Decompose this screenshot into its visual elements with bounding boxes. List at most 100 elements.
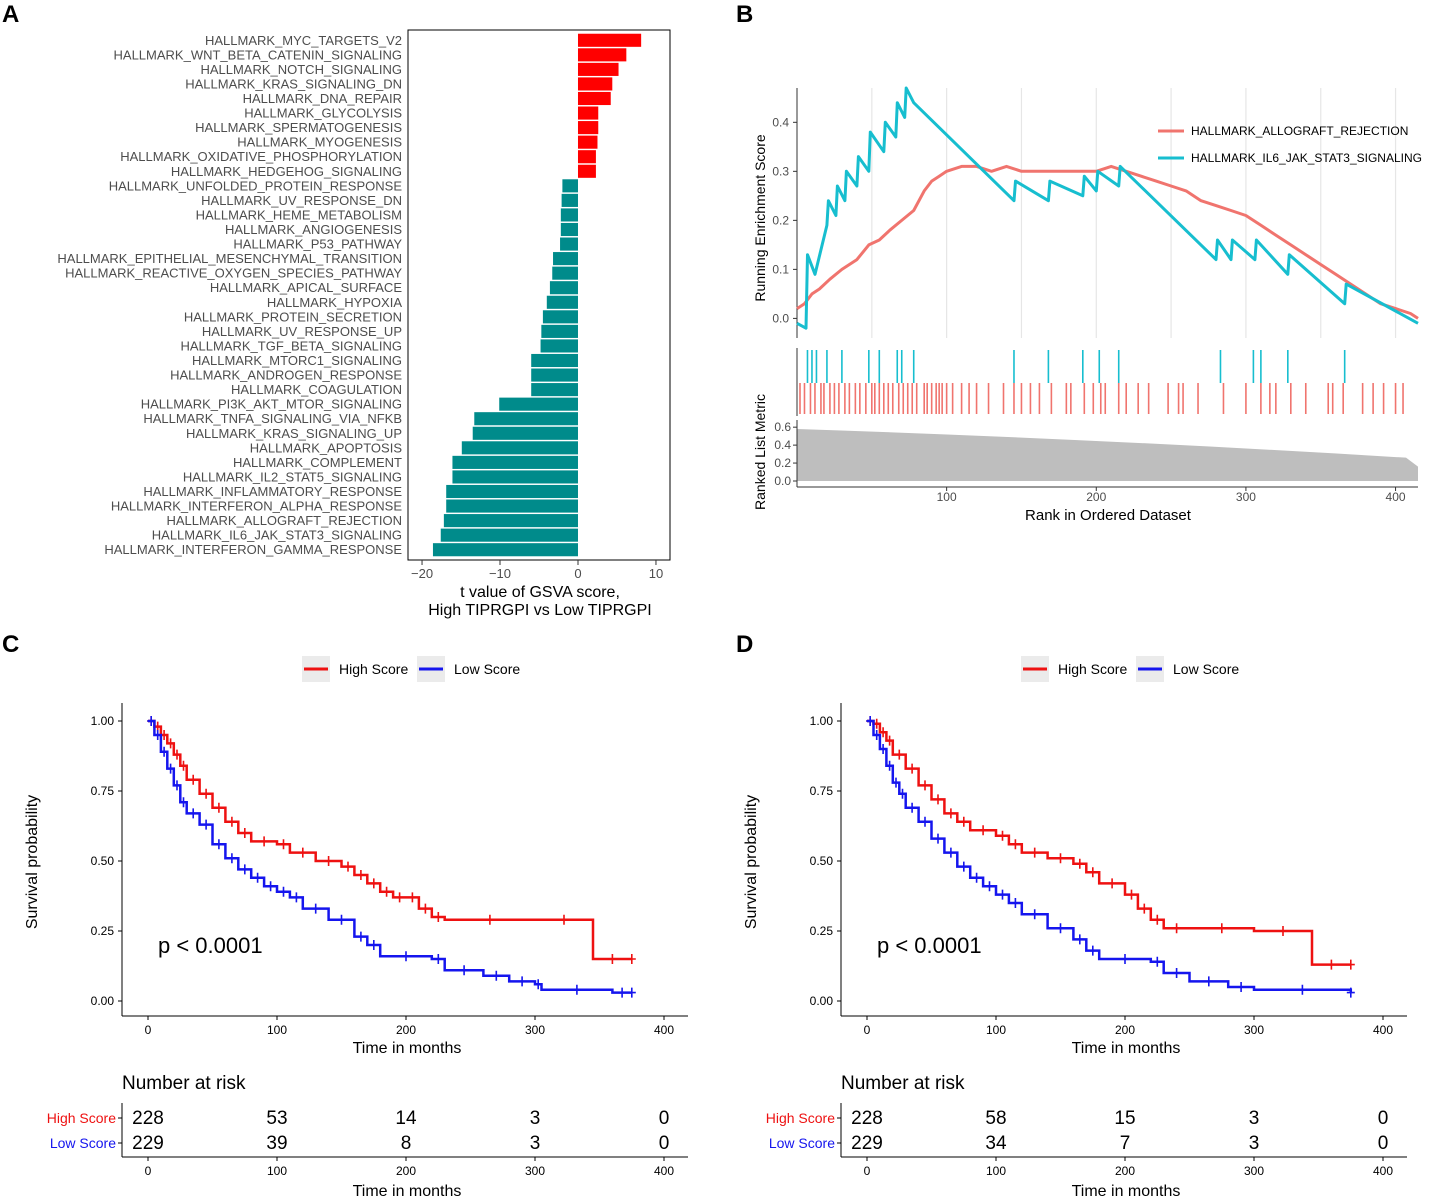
risk-count: 53 [266,1108,287,1129]
risk-x-tick-label: 400 [654,1164,674,1178]
bar [577,62,619,76]
risk-count: 0 [659,1108,670,1129]
legend-label: HALLMARK_ALLOGRAFT_REJECTION [1191,124,1408,138]
category-label: HALLMARK_NOTCH_SIGNALING [200,62,402,77]
risk-x-tick-label: 200 [1115,1164,1135,1178]
risk-row-label: High Score [47,1110,116,1126]
x-tick-label: 0 [574,566,581,581]
metric-y-tick-label: 0.4 [774,438,791,452]
x-tick-label: 10 [649,566,663,581]
category-label: HALLMARK_INFLAMMATORY_RESPONSE [143,484,402,499]
p-value: p < 0.0001 [158,933,263,958]
category-label: HALLMARK_UV_RESPONSE_UP [202,324,402,339]
risk-x-tick-label: 0 [864,1164,871,1178]
survival-curve [867,719,1351,966]
censor-marks [866,716,1355,998]
bar [540,339,578,353]
risk-count: 3 [530,1133,541,1154]
bar [546,295,578,309]
category-label: HALLMARK_TNFA_SIGNALING_VIA_NFKB [143,411,402,426]
y-tick-label: 0.1 [772,262,789,276]
plot-border [407,29,671,561]
bar [553,252,578,266]
bar [499,397,578,411]
y-tick-label: 0.25 [91,924,115,938]
risk-x-tick-label: 0 [145,1164,152,1178]
panel-label-b: B [736,1,753,28]
risk-count: 0 [1378,1108,1389,1129]
category-label: HALLMARK_APOPTOSIS [250,440,403,455]
x-tick-label: 400 [1386,490,1406,504]
bar [577,121,599,135]
metric-axis-label: Ranked List Metric [752,394,768,510]
risk-count: 39 [266,1133,287,1154]
bar [562,179,578,193]
category-label: HALLMARK_ANDROGEN_RESPONSE [170,368,402,383]
risk-count: 0 [1378,1133,1389,1154]
category-label: HALLMARK_HEME_METABOLISM [196,207,402,222]
x-tick-label: 200 [396,1023,416,1037]
category-label: HALLMARK_SPERMATOGENESIS [195,120,402,135]
x-tick-label: 100 [937,490,957,504]
bar [577,150,596,164]
category-label: HALLMARK_IL6_JAK_STAT3_SIGNALING [152,528,402,543]
bar [560,237,578,251]
y-tick-label: 0.00 [91,994,115,1008]
bar [560,222,578,237]
panel-d-survival-plot: High Score Low Score 0.00 0.25 0.50 0.75 1.00 0… [743,656,1407,1200]
x-tick-label: 400 [654,1023,674,1037]
category-label: HALLMARK_DNA_REPAIR [243,91,402,106]
legend-label: HALLMARK_IL6_JAK_STAT3_SIGNALING [1191,151,1422,165]
y-tick-label: 0.50 [91,854,115,868]
metric-y-tick-label: 0.0 [774,474,791,488]
risk-row-label: Low Score [769,1135,835,1151]
risk-count: 3 [1249,1108,1260,1129]
risk-count: 58 [985,1108,1006,1129]
category-label: HALLMARK_WNT_BETA_CATENIN_SIGNALING [114,47,402,62]
category-label: HALLMARK_ALLOGRAFT_REJECTION [166,513,402,528]
risk-x-axis-label: Time in months [1072,1183,1181,1200]
category-label: HALLMARK_UV_RESPONSE_DN [201,193,402,208]
y-tick-label: 0.4 [772,115,789,129]
panel-c-survival-plot: High Score Low Score 0.00 0.25 0.50 0.75 1.00 0… [24,656,688,1200]
y-tick-label: 0.75 [810,784,834,798]
legend-label-high: High Score [339,661,408,677]
category-label: HALLMARK_MTORC1_SIGNALING [192,353,402,368]
y-tick-label: 0.50 [810,854,834,868]
x-axis-label: Rank in Ordered Dataset [1025,507,1192,524]
category-label: HALLMARK_INTERFERON_GAMMA_RESPONSE [104,542,402,557]
category-label: HALLMARK_INTERFERON_ALPHA_RESPONSE [111,499,402,514]
bar [577,91,611,106]
category-label: HALLMARK_COMPLEMENT [233,455,402,470]
y-tick-label: 0.2 [772,213,789,227]
x-tick-label: 300 [1236,490,1256,504]
y-tick-label: 0.25 [810,924,834,938]
p-value: p < 0.0001 [877,933,982,958]
risk-count: 0 [659,1133,670,1154]
category-label: HALLMARK_IL2_STAT5_SIGNALING [183,469,402,484]
bar [443,514,578,528]
y-tick-label: 1.00 [91,714,115,728]
category-label: HALLMARK_KRAS_SIGNALING_DN [185,76,402,91]
x-tick-label: −10 [489,566,511,581]
y-axis-label: Running Enrichment Score [752,134,768,302]
category-label: HALLMARK_ANGIOGENESIS [225,222,402,237]
panel-label-d: D [736,631,753,658]
bar [577,77,613,91]
y-tick-label: 0.00 [810,994,834,1008]
censor-marks [866,716,1355,970]
bar [440,528,578,542]
risk-row-label: High Score [766,1110,835,1126]
x-tick-label: −20 [411,566,433,581]
censor-marks [147,716,636,998]
x-tick-label: 0 [145,1023,152,1037]
category-label: HALLMARK_PROTEIN_SECRETION [184,309,402,324]
category-label: HALLMARK_REACTIVE_OXYGEN_SPECIES_PATHWAY [65,266,402,281]
category-label: HALLMARK_MYOGENESIS [237,135,402,150]
x-tick-label: 300 [1244,1023,1264,1037]
metric-y-tick-label: 0.6 [774,420,791,434]
x-tick-label: 0 [864,1023,871,1037]
survival-curve [148,719,632,961]
risk-x-tick-label: 100 [986,1164,1006,1178]
